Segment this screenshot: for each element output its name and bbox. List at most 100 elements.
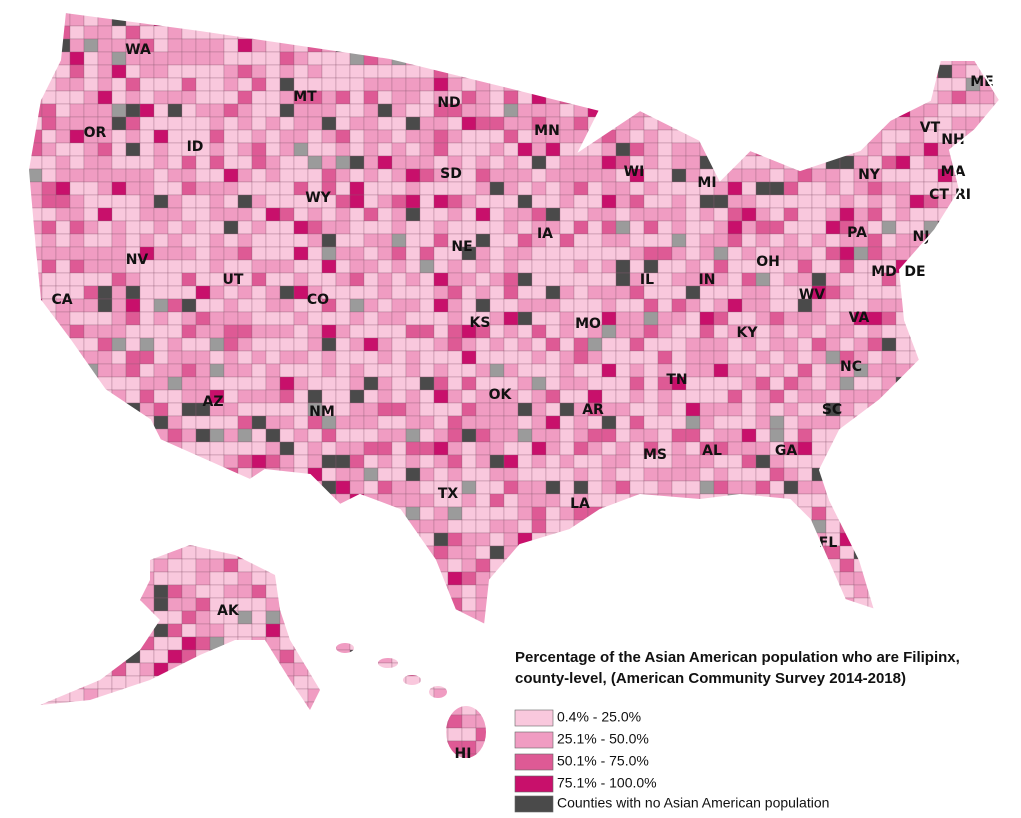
county-cell <box>447 428 463 443</box>
county-cell <box>909 246 925 261</box>
county-cell <box>447 701 463 716</box>
state-label: OR <box>84 125 107 141</box>
county-cell <box>321 168 337 183</box>
county-cell <box>237 363 253 378</box>
county-cell <box>727 506 743 521</box>
county-cell <box>336 767 350 780</box>
county-cell <box>601 428 617 443</box>
county-cell <box>741 25 757 40</box>
county-cell <box>671 38 687 53</box>
county-cell <box>251 610 267 625</box>
county-cell <box>643 220 659 235</box>
county-cell <box>419 740 435 755</box>
county-cell <box>811 623 827 638</box>
county-cell <box>503 688 519 703</box>
county-cell <box>923 25 939 40</box>
county-cell <box>699 233 715 248</box>
county-cell <box>181 350 197 365</box>
county-cell <box>265 532 281 547</box>
county-cell <box>97 454 113 469</box>
county-cell <box>587 688 603 703</box>
county-cell <box>223 454 239 469</box>
county-cell <box>363 207 379 222</box>
county-cell <box>279 168 295 183</box>
county-cell <box>279 636 295 651</box>
county-cell <box>0 13 14 26</box>
county-cell <box>97 675 113 690</box>
county-cell <box>895 246 911 261</box>
county-cell <box>265 610 281 625</box>
county-cell <box>699 12 715 14</box>
county-cell <box>83 753 99 758</box>
county-cell <box>755 285 771 300</box>
county-cell <box>0 546 14 559</box>
county-cell <box>657 350 673 365</box>
county-cell <box>69 675 85 690</box>
county-cell <box>489 259 505 274</box>
county-cell <box>195 376 211 391</box>
county-cell <box>797 597 813 612</box>
county-cell <box>167 168 183 183</box>
county-cell <box>41 467 57 482</box>
county-cell <box>195 584 211 599</box>
county-cell <box>601 610 617 625</box>
county-cell <box>615 311 631 326</box>
county-cell <box>307 12 323 27</box>
county-cell <box>881 402 897 417</box>
county-cell <box>111 337 127 352</box>
legend-label: 25.1% - 50.0% <box>557 731 649 747</box>
county-cell <box>167 532 183 547</box>
county-cell <box>503 610 519 625</box>
county-cell <box>391 233 407 248</box>
county-cell <box>420 767 434 780</box>
county-cell <box>167 545 183 560</box>
county-cell <box>965 285 981 300</box>
county-cell <box>895 220 911 235</box>
county-cell <box>685 610 701 625</box>
county-cell <box>769 350 785 365</box>
county-cell <box>867 103 883 118</box>
county-cell <box>923 571 939 586</box>
county-cell <box>266 767 280 780</box>
county-cell <box>391 727 407 742</box>
county-cell <box>797 90 813 105</box>
county-cell <box>97 363 113 378</box>
county-cell <box>167 181 183 196</box>
county-cell <box>125 285 141 300</box>
county-cell <box>531 155 547 170</box>
county-cell <box>153 688 169 703</box>
county-cell <box>461 272 477 287</box>
county-cell <box>195 597 211 612</box>
county-cell <box>447 415 463 430</box>
county-cell <box>503 181 519 196</box>
county-cell <box>335 376 351 391</box>
county-cell <box>559 480 575 495</box>
county-cell <box>251 662 267 677</box>
county-cell <box>573 571 589 586</box>
county-cell <box>139 545 155 560</box>
county-cell <box>965 558 981 573</box>
county-cell <box>153 103 169 118</box>
county-cell <box>769 207 785 222</box>
county-cell <box>601 571 617 586</box>
county-cell <box>28 311 43 326</box>
county-cell <box>167 51 183 66</box>
county-cell <box>209 363 225 378</box>
county-cell <box>825 467 841 482</box>
county-cell <box>209 688 225 703</box>
county-cell <box>1008 208 1021 221</box>
county-cell <box>685 194 701 209</box>
county-cell <box>293 519 309 534</box>
county-cell <box>615 12 631 14</box>
county-cell <box>545 51 561 66</box>
county-cell <box>447 12 463 14</box>
county-cell <box>895 155 911 170</box>
county-cell <box>293 389 309 404</box>
county-cell <box>419 402 435 417</box>
county-cell <box>97 103 113 118</box>
county-cell <box>167 519 183 534</box>
county-cell <box>321 12 337 14</box>
county-cell <box>559 597 575 612</box>
county-cell <box>405 558 421 573</box>
county-cell <box>265 220 281 235</box>
